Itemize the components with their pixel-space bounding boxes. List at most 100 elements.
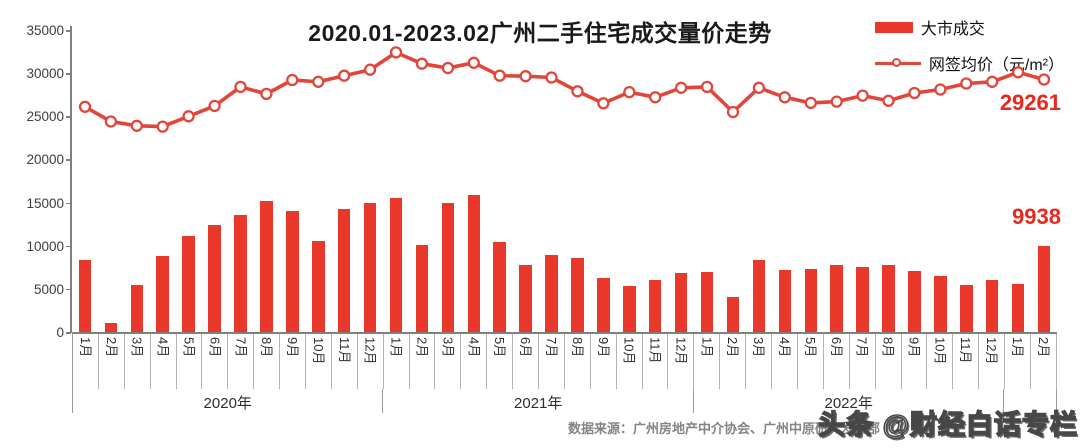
y-tick-mark bbox=[66, 245, 71, 248]
month-cell: 10月 bbox=[927, 334, 954, 389]
month-cell: 12月 bbox=[358, 334, 384, 389]
bar bbox=[441, 203, 455, 332]
month-label: 10月 bbox=[932, 337, 948, 365]
y-tick-mark bbox=[66, 116, 71, 118]
volume-last-callout: 9938 bbox=[1012, 204, 1061, 229]
price-point-marker bbox=[545, 71, 558, 84]
month-label: 3月 bbox=[751, 337, 767, 358]
bar bbox=[908, 270, 921, 332]
month-cell: 4月 bbox=[461, 334, 488, 389]
month-label: 2月 bbox=[725, 337, 741, 358]
month-cell: 2月 bbox=[1031, 334, 1057, 389]
year-label: 2022年 bbox=[694, 389, 1005, 413]
month-label: 3月 bbox=[129, 337, 145, 358]
source-note: 数据来源：广州房地产中介协会、广州中原研究发展部 bbox=[568, 421, 881, 436]
bar bbox=[882, 264, 895, 332]
bar bbox=[78, 259, 92, 332]
price-last-callout: 29261 bbox=[999, 90, 1061, 115]
month-label: 7月 bbox=[543, 337, 559, 358]
month-cell: 8月 bbox=[565, 334, 591, 389]
x-axis-years: 2020年 2021年 2022年 bbox=[72, 389, 1057, 413]
y-tick-label: 35000 bbox=[26, 23, 64, 38]
price-line-layer bbox=[78, 46, 1051, 133]
month-cell: 11月 bbox=[332, 334, 358, 389]
y-tick-label: 15000 bbox=[26, 195, 64, 211]
bar bbox=[363, 203, 377, 332]
legend-item-volume: 大市成交 bbox=[874, 15, 985, 39]
month-label: 5月 bbox=[492, 337, 508, 358]
bar bbox=[726, 296, 740, 332]
price-point-marker bbox=[882, 94, 895, 107]
month-cell: 4月 bbox=[772, 334, 798, 389]
month-cell: 9月 bbox=[280, 334, 307, 389]
month-label: 11月 bbox=[336, 337, 352, 364]
bar bbox=[648, 279, 662, 332]
bar bbox=[389, 197, 403, 332]
bar bbox=[156, 256, 169, 332]
month-label: 3月 bbox=[440, 337, 456, 358]
month-cell: 6月 bbox=[513, 334, 540, 389]
price-point-marker bbox=[415, 57, 429, 70]
month-label: 11月 bbox=[958, 337, 974, 364]
bar bbox=[674, 272, 688, 332]
bar bbox=[467, 194, 481, 332]
bar bbox=[208, 224, 221, 332]
year-label bbox=[1004, 389, 1057, 413]
month-cell: 8月 bbox=[876, 334, 902, 389]
plot-area bbox=[72, 30, 1057, 332]
bar bbox=[985, 279, 999, 332]
price-point-marker bbox=[493, 69, 506, 82]
month-label: 7月 bbox=[854, 337, 870, 358]
month-cell: 2月 bbox=[720, 334, 747, 389]
price-point-marker bbox=[104, 115, 118, 128]
month-cell: 9月 bbox=[591, 334, 617, 389]
month-label: 7月 bbox=[233, 337, 249, 358]
y-tick-label: 25000 bbox=[26, 109, 64, 125]
bar bbox=[597, 278, 610, 332]
month-label: 1月 bbox=[388, 337, 404, 358]
month-cell: 2月 bbox=[99, 334, 125, 389]
price-point-marker bbox=[674, 81, 688, 94]
bar bbox=[493, 241, 506, 332]
month-label: 2月 bbox=[103, 337, 119, 358]
month-cell: 1月 bbox=[384, 334, 410, 389]
month-label: 8月 bbox=[569, 337, 585, 358]
month-label: 6月 bbox=[518, 337, 534, 358]
month-cell: 6月 bbox=[824, 334, 850, 389]
price-point-marker bbox=[182, 110, 195, 123]
month-label: 4月 bbox=[155, 337, 171, 358]
price-point-marker bbox=[856, 89, 869, 102]
y-tick-mark bbox=[66, 332, 71, 334]
price-line bbox=[84, 50, 1045, 129]
month-cell: 7月 bbox=[539, 334, 565, 389]
y-tick-mark bbox=[66, 30, 71, 32]
month-label: 9月 bbox=[595, 337, 611, 358]
price-point-marker bbox=[1011, 66, 1025, 79]
price-point-marker bbox=[752, 81, 766, 94]
bar-series-swatch bbox=[874, 21, 913, 33]
price-point-marker bbox=[778, 91, 791, 104]
bar bbox=[104, 322, 118, 332]
month-label: 1月 bbox=[1010, 337, 1025, 358]
bar bbox=[234, 215, 247, 332]
price-point-marker bbox=[234, 80, 247, 94]
price-point-marker bbox=[804, 96, 817, 110]
month-cell: 1月 bbox=[73, 334, 99, 389]
year-label: 2020年 bbox=[73, 389, 384, 413]
chart-title: 2020.01-2023.02广州二手住宅成交量价走势 bbox=[308, 20, 772, 46]
legend-volume-label: 大市成交 bbox=[920, 21, 985, 38]
month-cell: 7月 bbox=[228, 334, 255, 389]
bar bbox=[415, 245, 429, 332]
y-tick-mark bbox=[66, 159, 71, 161]
y-tick-label: 5000 bbox=[33, 281, 64, 297]
year-label: 2021年 bbox=[383, 389, 694, 413]
month-label: 5月 bbox=[181, 337, 197, 358]
month-cell: 5月 bbox=[177, 334, 203, 389]
price-point-marker bbox=[571, 85, 584, 98]
month-label: 4月 bbox=[776, 337, 792, 358]
month-label: 12月 bbox=[673, 337, 689, 365]
month-cell: 3月 bbox=[435, 334, 462, 389]
month-cell: 11月 bbox=[643, 334, 669, 389]
y-tick-mark bbox=[66, 73, 71, 75]
bar bbox=[752, 259, 766, 332]
